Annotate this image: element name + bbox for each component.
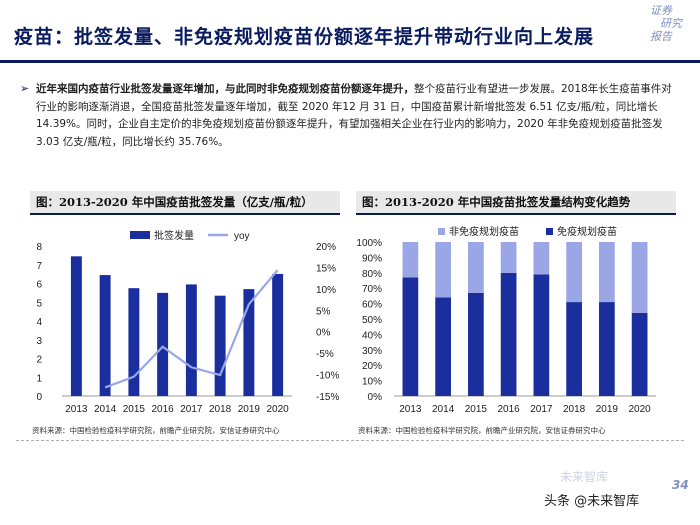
chart2-title-rule xyxy=(356,213,676,215)
chart1-yright-tick: -15% xyxy=(316,392,339,403)
chart2-bar-non-immunization xyxy=(500,242,517,273)
chart1-legend-bar: 批签发量 xyxy=(154,229,194,242)
chart2-legend-swatch-immunization xyxy=(546,228,553,235)
page-title: 疫苗：批签发量、非免疫规划疫苗份额逐年提升带动行业向上发展 xyxy=(14,26,595,48)
chart2-x-tick: 2020 xyxy=(629,404,652,415)
chart1-bar xyxy=(243,289,255,396)
chart2-title: 图：2013-2020 年中国疫苗批签发量结构变化趋势 xyxy=(356,191,676,213)
report-seal: 证券 研究 报告 xyxy=(650,4,692,43)
chart2-bar-immunization xyxy=(402,277,419,396)
summary-bold: 近年来国内疫苗行业批签发量逐年增加，与此同时非免疫规划疫苗份额逐年提升， xyxy=(36,83,414,95)
chart1-yleft-tick: 6 xyxy=(36,280,42,291)
chart1-x-tick: 2017 xyxy=(180,404,203,415)
chart1-yright-tick: 15% xyxy=(316,263,336,274)
seal-line-3: 报告 xyxy=(650,30,672,43)
chart2-y-tick: 50% xyxy=(362,315,382,326)
chart1-x-tick: 2020 xyxy=(267,404,290,415)
chart2-bar-non-immunization xyxy=(631,242,648,313)
chart1-yright-tick: 5% xyxy=(316,306,331,317)
chart2-bar-immunization xyxy=(500,272,517,396)
chart2-x-tick: 2017 xyxy=(530,404,553,415)
chart2-legend-immunization: 免疫规划疫苗 xyxy=(557,225,617,238)
summary-paragraph: 近年来国内疫苗行业批签发量逐年增加，与此同时非免疫规划疫苗份额逐年提升，整个疫苗… xyxy=(36,81,676,151)
chart1-yleft-tick: 4 xyxy=(36,317,42,328)
chart1-yright-tick: 0% xyxy=(316,328,331,339)
chart1-x-tick: 2013 xyxy=(65,404,88,415)
chart2-source: 资料来源：中国检验检疫科学研究院，前瞻产业研究院，安信证券研究中心 xyxy=(358,426,606,435)
chart2-y-tick: 30% xyxy=(362,346,382,357)
chart2-x-tick: 2014 xyxy=(432,404,455,415)
chart2-x-tick: 2015 xyxy=(465,404,488,415)
chart2-bar-immunization xyxy=(631,312,648,396)
chart1-legend-swatch-bar xyxy=(130,231,150,239)
chart1-yright-tick: 20% xyxy=(316,242,336,253)
chart2-y-tick: 80% xyxy=(362,269,382,280)
chart1-yleft-tick: 8 xyxy=(36,242,42,253)
chart1-title-rule xyxy=(30,213,340,215)
chart2-legend-non-immunization: 非免疫规划疫苗 xyxy=(449,225,519,238)
seal-line-2: 研究 xyxy=(660,17,682,30)
chart1-yleft-tick: 5 xyxy=(36,298,42,309)
chart2-bar-non-immunization xyxy=(468,242,484,293)
chart2-y-tick: 100% xyxy=(356,238,382,249)
chart1-yleft-tick: 3 xyxy=(36,336,42,347)
chart2-bar-immunization xyxy=(533,274,550,396)
chart1-x-tick: 2015 xyxy=(123,404,146,415)
footer-divider xyxy=(16,440,684,441)
chart2-bar-non-immunization xyxy=(435,242,451,298)
chart2-y-tick: 10% xyxy=(362,377,382,388)
summary-rest: 整个疫苗行业有望进一步发展。2018年长生疫苗事件对行业的影响逐渐消退，全国疫苗… xyxy=(36,83,672,148)
chart1-x-tick: 2016 xyxy=(152,404,175,415)
chart1-yright-tick: -10% xyxy=(316,371,339,382)
chart1-yleft-tick: 2 xyxy=(36,355,42,366)
chart2-y-tick: 90% xyxy=(362,253,382,264)
chart1-bar xyxy=(214,295,226,396)
seal-line-1: 证券 xyxy=(650,4,672,17)
chart1-svg: 0 1 2 3 4 5 6 7 8 -15% -10% -5% 0% 5% 10% 15% 20% 2013 201… xyxy=(36,229,339,415)
chart1-yright-tick: 10% xyxy=(316,285,336,296)
chart1-source: 资料来源：中国检验检疫科学研究院，前瞻产业研究院，安信证券研究中心 xyxy=(32,426,280,435)
chart1-yleft-tick: 0 xyxy=(36,392,42,403)
chart2-x-tick: 2016 xyxy=(498,404,521,415)
chart2-bar-immunization xyxy=(599,302,615,396)
chart2-svg: 0% 10% 20% 30% 40% 50% 60% 70% 80% 90% 100% 2013 201… xyxy=(356,225,656,415)
chart1-legend-line: yoy xyxy=(234,231,250,242)
chart2-x-tick: 2018 xyxy=(563,404,586,415)
chart1-x-tick: 2018 xyxy=(209,404,232,415)
chart1-yright-tick: -5% xyxy=(316,349,334,360)
chart2-bar-immunization xyxy=(435,297,451,396)
watermark-background: 未来智库 xyxy=(560,470,609,484)
title-divider xyxy=(0,60,700,63)
chart1-bar xyxy=(128,288,140,396)
chart1-x-tick: 2019 xyxy=(238,404,261,415)
chart1-yleft-tick: 1 xyxy=(36,373,42,384)
page-number: 34 xyxy=(672,478,689,492)
chart2-bar-non-immunization xyxy=(566,242,582,303)
chart2-x-tick: 2019 xyxy=(596,404,619,415)
chart2-bar-immunization xyxy=(468,292,484,396)
chart2-y-tick: 40% xyxy=(362,330,382,341)
chart1-bar xyxy=(157,292,169,396)
chart2-bar-non-immunization xyxy=(599,242,615,303)
watermark: 头条 @未来智库 xyxy=(544,494,640,509)
chart2-bar-immunization xyxy=(566,302,582,396)
chart2-bar-non-immunization xyxy=(533,242,550,275)
chart1-bar xyxy=(185,284,197,396)
chart1-bar xyxy=(272,273,284,396)
chart1-x-tick: 2014 xyxy=(94,404,117,415)
chart2-y-tick: 0% xyxy=(368,392,383,403)
chart1-bar xyxy=(70,256,82,396)
chart2-y-tick: 60% xyxy=(362,300,382,311)
chart1-yleft-tick: 7 xyxy=(36,261,42,272)
chart2-x-tick: 2013 xyxy=(399,404,422,415)
chart2-y-tick: 20% xyxy=(362,361,382,372)
chart1-yoy-line xyxy=(104,269,279,389)
chart2-bar-non-immunization xyxy=(402,242,419,278)
chart1-title: 图：2013-2020 年中国疫苗批签发量（亿支/瓶/粒） xyxy=(30,191,340,213)
chart2-y-tick: 70% xyxy=(362,284,382,295)
bullet-arrow-icon: ➢ xyxy=(20,82,30,95)
chart1-bar xyxy=(99,275,111,396)
chart2-legend-swatch-non-immunization xyxy=(438,228,445,235)
